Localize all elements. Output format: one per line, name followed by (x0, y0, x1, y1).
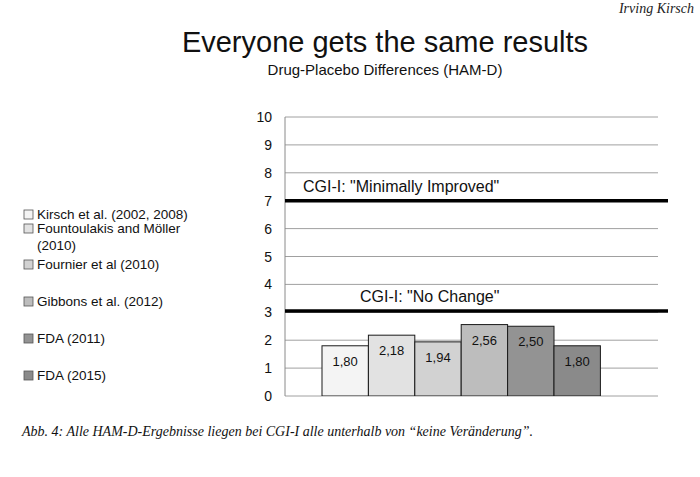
author: Irving Kirsch (618, 1, 694, 16)
chart-root: Irving Kirsch Everyone gets the same resu… (0, 0, 700, 477)
bar (322, 346, 368, 396)
legend-swatch (24, 210, 33, 219)
grid-line (285, 144, 658, 145)
y-tick-label: 0 (264, 388, 272, 404)
grid-line (285, 172, 658, 173)
caption: Abb. 4: Alle HAM-D-Ergebnisse liegen bei… (21, 424, 533, 439)
grid-line (285, 284, 658, 285)
legend-label-line: (2010) (37, 238, 76, 253)
bar (368, 335, 414, 396)
legend-label: Fournier et al (2010) (37, 257, 159, 272)
y-axis-line (285, 117, 286, 396)
data-label: 1,80 (333, 354, 358, 369)
legend-label: Gibbons et al. (2012) (37, 294, 163, 309)
bar (415, 342, 461, 396)
data-label: 1,80 (565, 354, 590, 369)
grid-line (285, 117, 658, 118)
y-tick-label: 3 (264, 304, 272, 320)
annotation: CGI-I: "Minimally Improved" (303, 178, 499, 195)
y-tick-label: 2 (264, 332, 272, 348)
legend-swatch (24, 297, 33, 306)
subtitle: Drug-Placebo Differences (HAM-D) (268, 61, 503, 78)
bar (461, 325, 507, 396)
grid-line (285, 228, 658, 229)
legend-label-line: FDA (2011) (37, 331, 105, 346)
reference-line (285, 309, 668, 313)
legend-label-line: Gibbons et al. (2012) (37, 294, 163, 309)
data-label: 1,94 (425, 350, 450, 365)
chart-svg: Irving Kirsch Everyone gets the same resu… (0, 0, 700, 477)
data-label: 2,18 (379, 343, 404, 358)
data-label: 2,56 (472, 333, 497, 348)
reference-line (285, 199, 668, 203)
legend-swatch (24, 260, 33, 269)
legend-label-line: Fountoulakis and Möller (37, 221, 181, 236)
y-tick-label: 6 (264, 221, 272, 237)
y-tick-label: 7 (264, 193, 272, 209)
legend-label: FDA (2015) (37, 368, 106, 383)
data-label: 2,50 (518, 334, 543, 349)
y-tick-label: 9 (264, 137, 272, 153)
legend-label-line: FDA (2015) (37, 368, 106, 383)
y-tick-label: 5 (264, 249, 272, 265)
y-tick-label: 1 (264, 360, 272, 376)
y-tick-label: 4 (264, 276, 272, 292)
legend-swatch (24, 334, 33, 343)
y-tick-label: 8 (264, 165, 272, 181)
grid-line (285, 256, 658, 257)
bar (554, 346, 600, 396)
title: Everyone gets the same results (182, 26, 588, 58)
bars (322, 325, 600, 396)
bar (508, 326, 554, 396)
legend-label-line: Fournier et al (2010) (37, 257, 159, 272)
legend-label-line: Kirsch et al. (2002, 2008) (37, 207, 188, 222)
legend-label: Fountoulakis and Möller (2010) (37, 221, 181, 253)
y-tick-label: 10 (256, 109, 272, 125)
legend-swatch (24, 224, 33, 233)
legend-swatch (24, 371, 33, 380)
annotation: CGI-I: "No Change" (360, 288, 499, 305)
legend-label: Kirsch et al. (2002, 2008) (37, 207, 188, 222)
legend-label: FDA (2011) (37, 331, 105, 346)
